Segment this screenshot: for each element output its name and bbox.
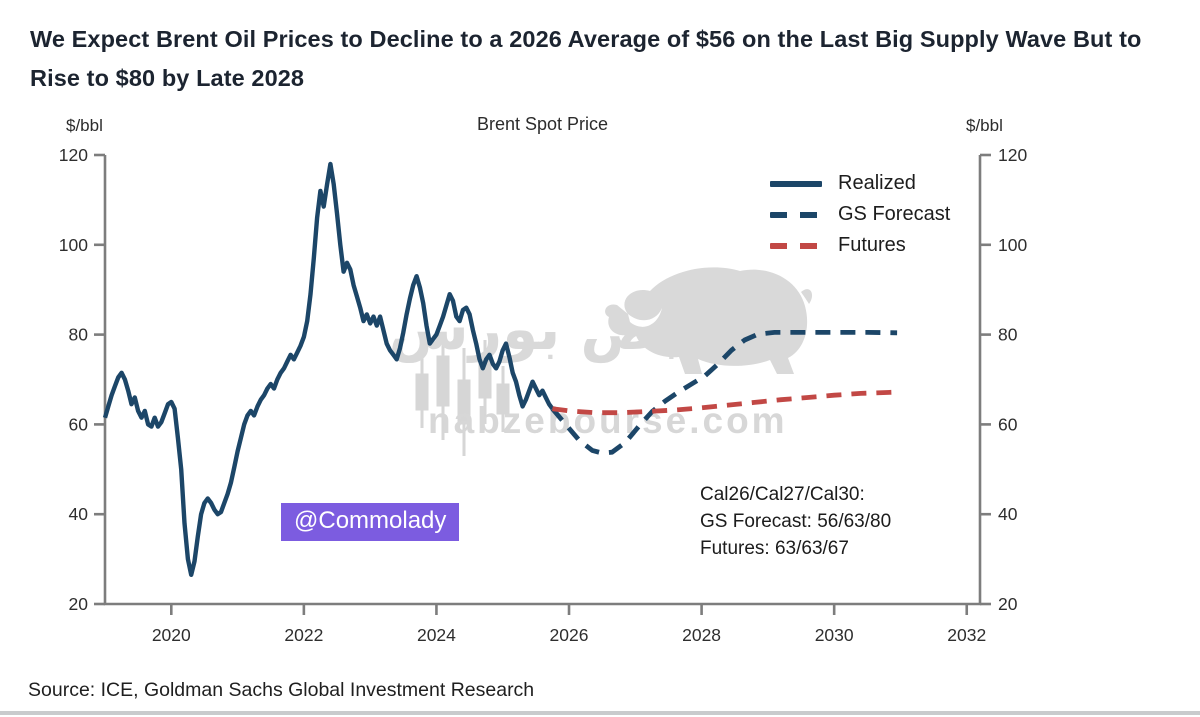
source-note: Source: ICE, Goldman Sachs Global Invest… [28, 679, 535, 701]
x-tick-label: 2026 [550, 625, 589, 645]
series-futures [552, 389, 898, 416]
y-tick-label-left: 80 [69, 325, 89, 345]
axis-frame [103, 155, 982, 606]
y-tick-label-left: 60 [69, 414, 89, 434]
y-axis-unit-right: $/bbl [966, 116, 1003, 135]
y-tick-label-right: 40 [998, 504, 1018, 524]
y-tick-label-right: 100 [998, 235, 1027, 255]
y-tick-label-left: 100 [59, 235, 88, 255]
y-tick-label-right: 20 [998, 594, 1018, 614]
legend-swatch-realized-line [770, 180, 822, 187]
x-tick-label: 2030 [815, 625, 854, 645]
legend-item-futures: Futures [770, 230, 950, 261]
x-tick-label: 2032 [947, 625, 986, 645]
x-tick-label: 2020 [152, 625, 191, 645]
y-tick-label-left: 120 [59, 145, 88, 165]
x-tick-label: 2022 [284, 625, 323, 645]
forecast-annotation: Cal26/Cal27/Cal30: GS Forecast: 56/63/80… [700, 481, 891, 562]
annotation-line: Futures: 63/63/67 [700, 538, 849, 559]
chart-title: Brent Spot Price [476, 114, 609, 134]
y-tick-label-right: 120 [998, 145, 1027, 165]
y-tick-label-right: 60 [998, 414, 1018, 434]
legend-label: Futures [838, 234, 906, 256]
legend-swatch-futures-line [770, 242, 822, 249]
y-tick-label-left: 40 [69, 504, 89, 524]
annotation-line: GS Forecast: 56/63/80 [700, 511, 892, 532]
legend-item-gs-forecast: GS Forecast [770, 199, 950, 230]
legend-item-realized: Realized [770, 168, 950, 199]
annotation-line: Cal26/Cal27/Cal30: [700, 484, 865, 505]
legend-label: Realized [838, 172, 916, 194]
commolady-badge: @Commolady [281, 503, 460, 541]
y-tick-label-right: 80 [998, 325, 1018, 345]
y-tick-label-left: 20 [69, 594, 89, 614]
page-title: We Expect Brent Oil Prices to Decline to… [30, 26, 1142, 91]
chart-legend: Realized GS Forecast Futures [770, 168, 950, 261]
legend-swatch-gs-forecast-line [770, 211, 822, 218]
x-tick-label: 2028 [682, 625, 721, 645]
y-axis-unit-left: $/bbl [66, 116, 103, 135]
x-tick-label: 2024 [417, 625, 456, 645]
series-realized [102, 161, 555, 577]
legend-label: GS Forecast [838, 203, 951, 225]
chart-series [102, 161, 898, 577]
series-gs-forecast [550, 329, 898, 456]
bottom-divider [0, 711, 1200, 715]
